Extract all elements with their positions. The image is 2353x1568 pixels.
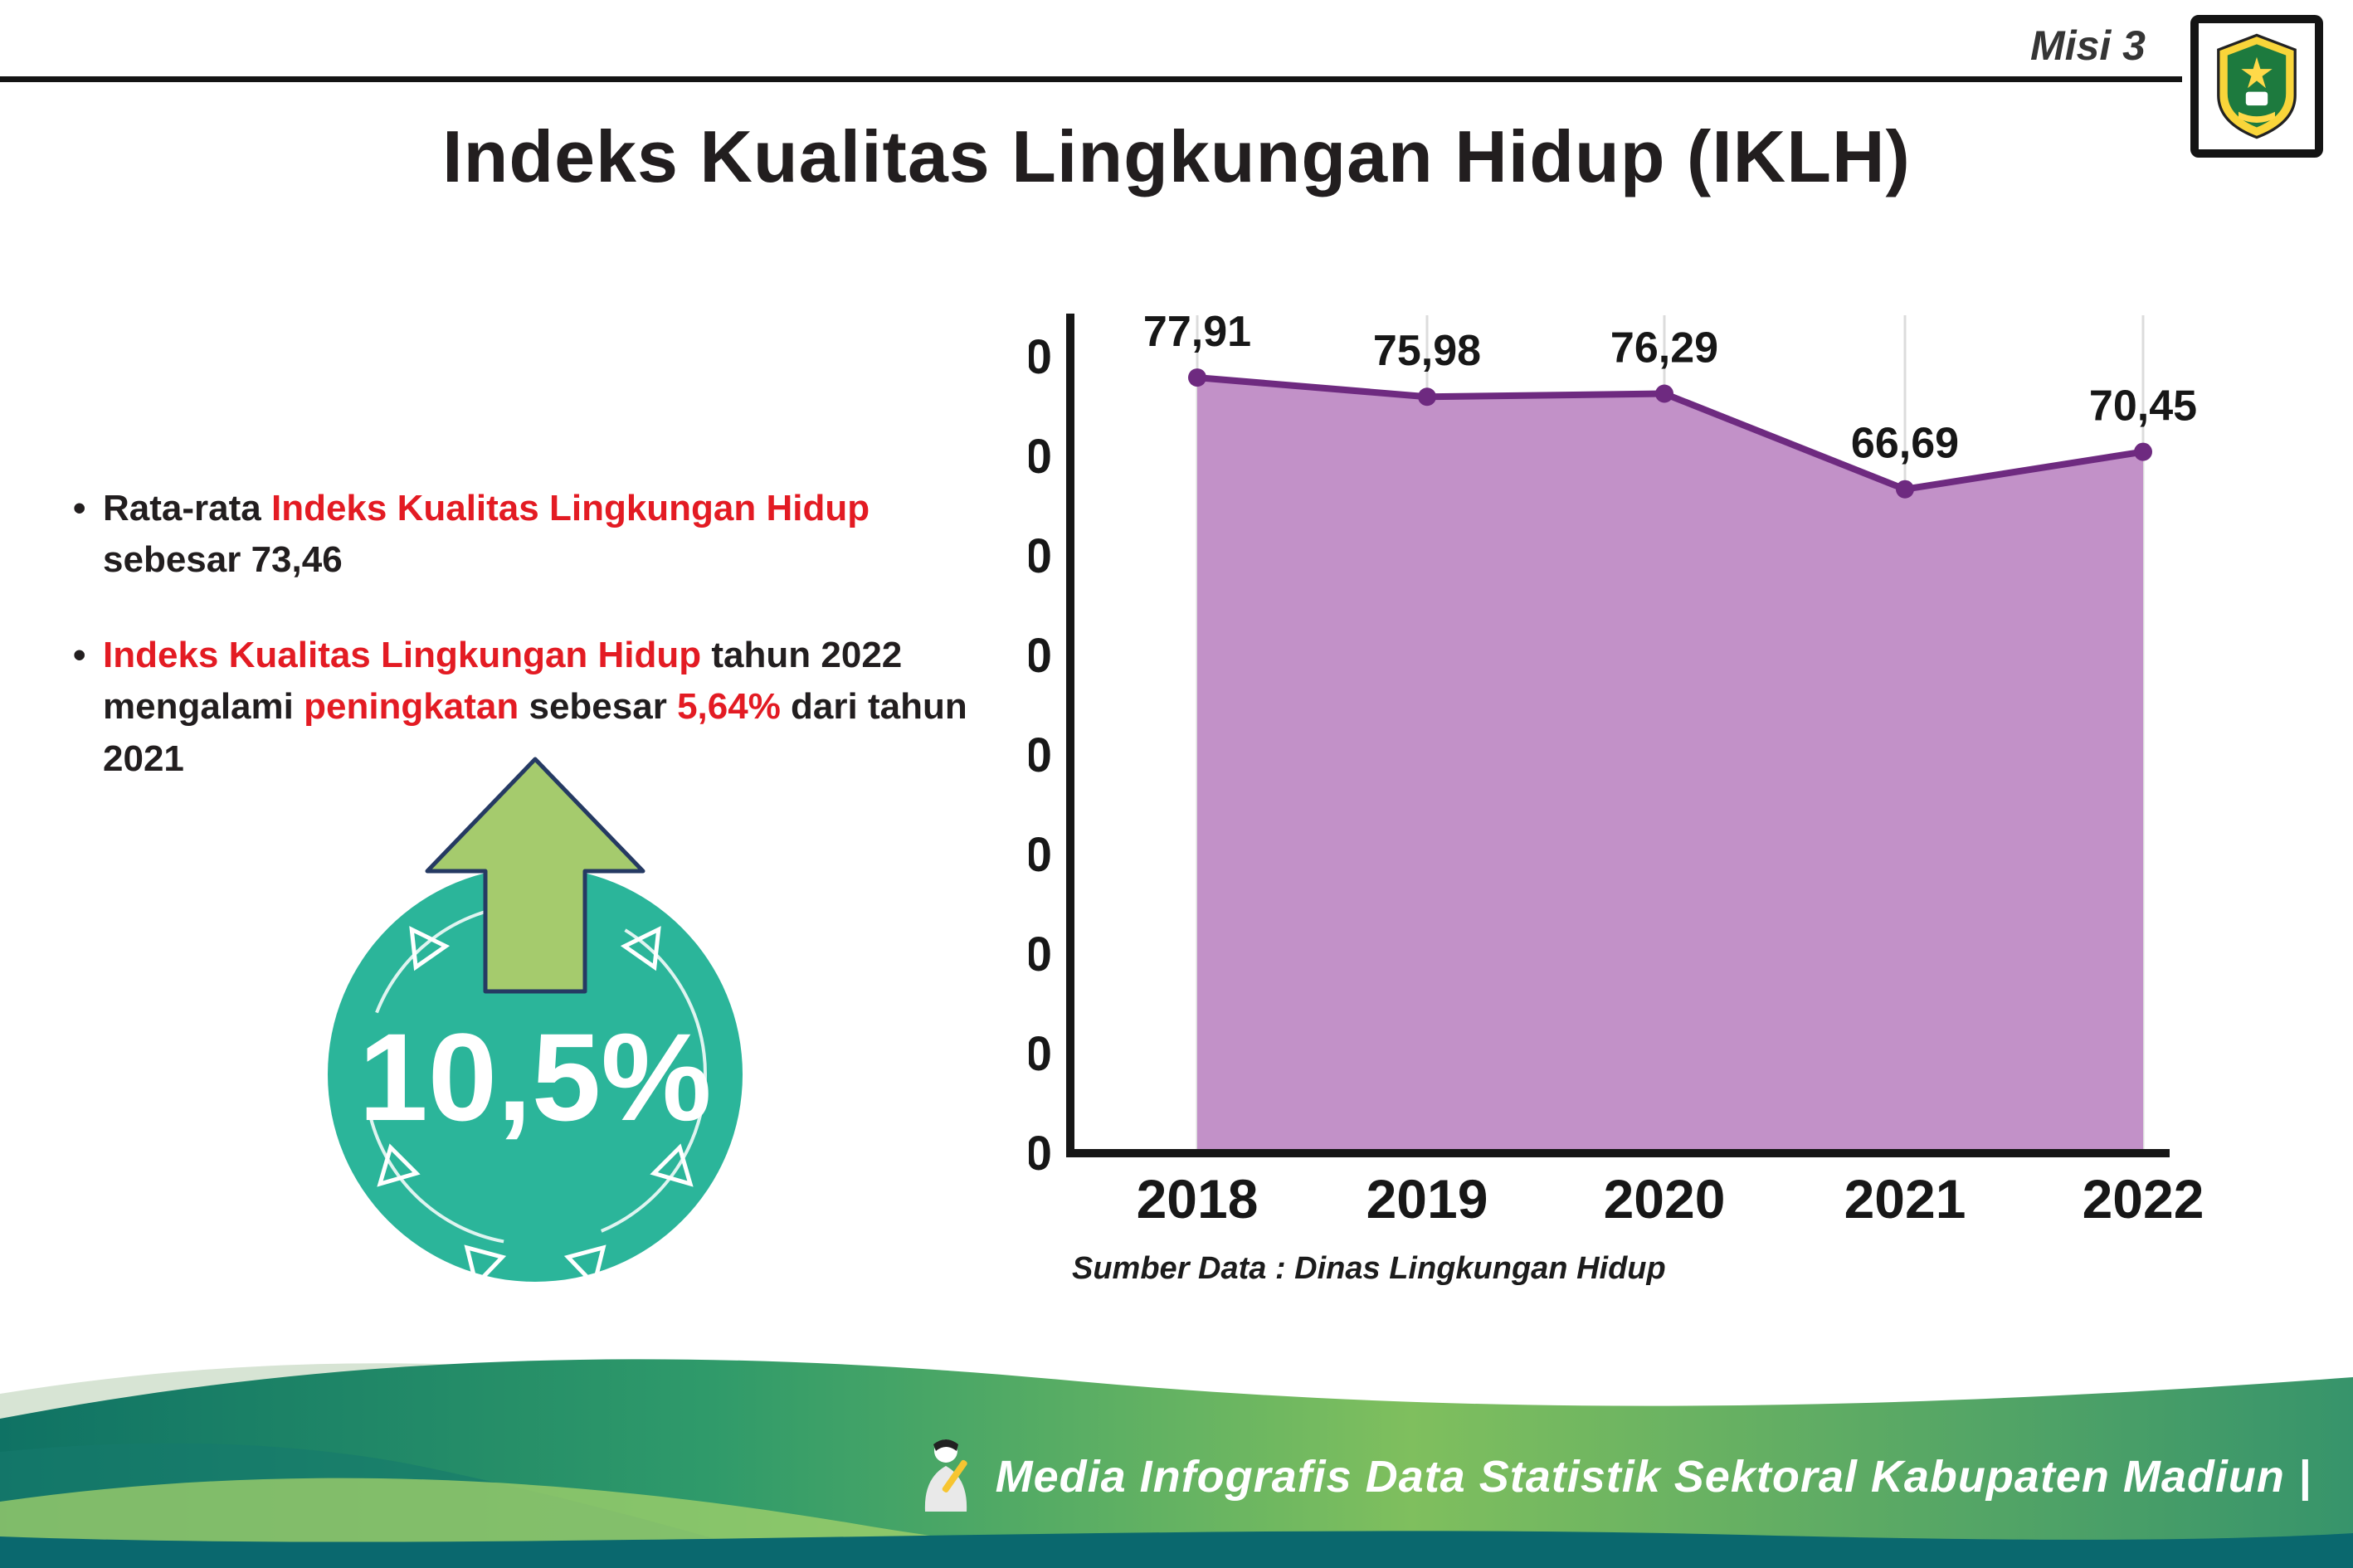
badge-circle bbox=[328, 867, 743, 1282]
text-segment-red: 5,64% bbox=[677, 686, 781, 728]
y-tick-label: 30 bbox=[1029, 828, 1052, 882]
kabupaten-madiun-logo bbox=[2190, 15, 2323, 158]
badge-triangle-decorations bbox=[377, 926, 694, 1289]
badge-value: 10,5% bbox=[358, 1007, 711, 1147]
y-tick-label: 40 bbox=[1029, 728, 1052, 782]
text-segment: tahun 2022 mengalami bbox=[103, 634, 903, 728]
page-title: Indeks Kualitas Lingkungan Hidup (IKLH) bbox=[442, 115, 1911, 197]
x-tick-label: 2018 bbox=[1137, 1168, 1259, 1230]
footer-credit: Media Infografis Data Statistik Sektoral… bbox=[909, 1433, 2312, 1520]
value-label: 70,45 bbox=[2089, 382, 2197, 431]
credit-text: Media Infografis Data Statistik Sektoral… bbox=[995, 1451, 2312, 1502]
header-divider bbox=[0, 76, 2182, 82]
chart-canvas: 77,91 75,98 76,29 66,69 70,45 0 10 20 30 40 50 60 70… bbox=[998, 308, 2204, 1230]
iklh-trend-chart: 77,91 75,98 76,29 66,69 70,45 0 10 20 30 40 50 60 70… bbox=[998, 290, 2232, 1257]
data-point bbox=[2134, 442, 2152, 461]
x-tick-label: 2022 bbox=[2083, 1168, 2204, 1230]
x-tick-label: 2020 bbox=[1604, 1168, 1726, 1230]
summary-bullets: • Rata-rata Indeks Kualitas Lingkungan H… bbox=[73, 483, 969, 828]
y-tick-label: 10 bbox=[1029, 1027, 1052, 1081]
data-source-label: Sumber Data : Dinas Lingkungan Hidup bbox=[1072, 1251, 1666, 1286]
text-segment: sebesar 73,46 bbox=[103, 539, 343, 581]
value-label: 76,29 bbox=[1610, 324, 1718, 373]
text-segment-red: Indeks Kualitas Lingkungan Hidup bbox=[103, 634, 702, 675]
y-tick-label: 20 bbox=[1029, 928, 1052, 981]
y-tick-label: 70 bbox=[1029, 430, 1052, 484]
value-label: 75,98 bbox=[1373, 327, 1481, 375]
bullet-increase: • Indeks Kualitas Lingkungan Hidup tahun… bbox=[73, 630, 969, 785]
text-segment: sebesar bbox=[519, 686, 678, 728]
data-point bbox=[1188, 368, 1206, 387]
y-tick-label: 80 bbox=[1029, 330, 1052, 384]
mascot-icon bbox=[924, 1439, 967, 1512]
text-segment-red: peningkatan bbox=[304, 686, 519, 728]
percentage-badge-graphic: 10,5% bbox=[328, 757, 743, 1289]
bullet-dot: • bbox=[73, 634, 86, 675]
x-tick-label: 2019 bbox=[1366, 1168, 1488, 1230]
increase-percentage-badge: 10,5% bbox=[315, 743, 763, 1323]
bullet-dot: • bbox=[73, 488, 86, 528]
arrow-up-icon bbox=[425, 757, 645, 994]
value-label: 77,91 bbox=[1143, 308, 1251, 356]
misi-label: Misi 3 bbox=[2030, 22, 2146, 69]
bullet-average: • Rata-rata Indeks Kualitas Lingkungan H… bbox=[73, 483, 969, 587]
area-fill bbox=[1197, 377, 2143, 1153]
crest-icon bbox=[2217, 33, 2297, 139]
badge-inner-ring bbox=[363, 903, 707, 1246]
data-point bbox=[1896, 480, 1914, 499]
x-tick-label: 2021 bbox=[1844, 1168, 1966, 1230]
text-segment-red: Indeks Kualitas Lingkungan Hidup bbox=[270, 488, 870, 528]
bullet-average-text: Rata-rata Indeks Kualitas Lingkungan Hid… bbox=[103, 483, 870, 587]
data-point bbox=[1655, 384, 1673, 403]
y-tick-label: 60 bbox=[1029, 529, 1052, 583]
y-tick-label: 0 bbox=[1029, 1127, 1052, 1181]
footer-wave-decoration bbox=[0, 1359, 2353, 1568]
bullet-increase-text: Indeks Kualitas Lingkungan Hidup tahun 2… bbox=[103, 630, 969, 785]
text-segment: dari tahun 2021 bbox=[103, 686, 967, 779]
data-point bbox=[1418, 387, 1436, 407]
value-label: 66,69 bbox=[1851, 420, 1959, 468]
y-tick-label: 50 bbox=[1029, 629, 1052, 683]
text-segment: Rata-rata bbox=[103, 488, 271, 528]
